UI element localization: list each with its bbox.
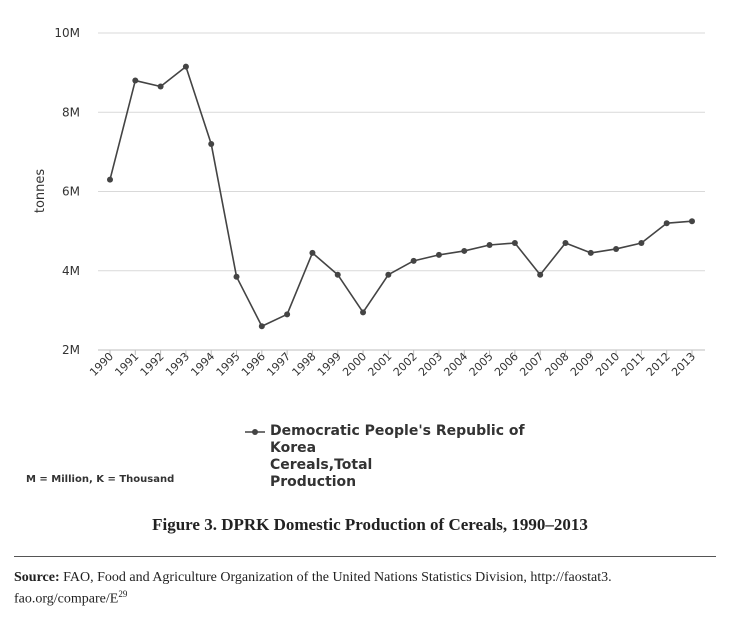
x-tick-2000: 2000 bbox=[340, 350, 369, 379]
units-note: M = Million, K = Thousand bbox=[26, 474, 175, 485]
source-footnote: 29 bbox=[118, 589, 128, 599]
data-point-1990 bbox=[107, 176, 113, 183]
y-tick-labels: 2M 4M 6M 8M 10M bbox=[54, 26, 80, 357]
legend-line-1: Democratic People's Republic of Korea bbox=[270, 423, 525, 456]
y-tick-2M: 2M bbox=[62, 343, 80, 357]
legend-dot bbox=[252, 429, 258, 435]
data-point-1996 bbox=[258, 323, 265, 330]
data-point-1994 bbox=[208, 140, 215, 147]
data-point-2011 bbox=[638, 240, 645, 247]
grid-lines bbox=[98, 32, 705, 272]
data-point-2005 bbox=[486, 241, 493, 248]
data-point-2012 bbox=[663, 220, 670, 227]
data-point-2000 bbox=[360, 309, 367, 316]
series-line-0 bbox=[109, 65, 693, 328]
x-tick-1995: 1995 bbox=[214, 350, 243, 379]
x-tick-1992: 1992 bbox=[138, 350, 167, 379]
x-tick-1991: 1991 bbox=[112, 350, 141, 379]
data-series bbox=[107, 63, 695, 330]
legend-entry: Democratic People's Republic of Korea Ce… bbox=[270, 423, 570, 491]
y-tick-10M: 10M bbox=[54, 26, 80, 40]
x-tick-2004: 2004 bbox=[441, 350, 470, 379]
data-point-2006 bbox=[511, 240, 518, 247]
x-tick-2001: 2001 bbox=[365, 350, 394, 379]
source-text: FAO, Food and Agriculture Organization o… bbox=[63, 570, 612, 585]
data-point-1993 bbox=[182, 63, 189, 70]
source-text-line2: fao.org/compare/E bbox=[14, 591, 119, 607]
data-point-2009 bbox=[587, 249, 594, 256]
data-point-2004 bbox=[461, 247, 468, 254]
x-tick-labels: 1990199119921993199419951996199719981999… bbox=[87, 350, 698, 379]
data-point-1998 bbox=[309, 249, 316, 256]
x-tick-2010: 2010 bbox=[593, 350, 622, 379]
x-tick-1999: 1999 bbox=[315, 350, 344, 379]
axes bbox=[98, 349, 705, 355]
data-point-1997 bbox=[284, 311, 291, 318]
x-tick-2003: 2003 bbox=[416, 350, 445, 379]
data-point-2010 bbox=[613, 245, 620, 252]
legend-marker bbox=[245, 429, 265, 435]
y-tick-6M: 6M bbox=[62, 185, 80, 199]
x-tick-2008: 2008 bbox=[543, 350, 572, 379]
data-point-2008 bbox=[562, 240, 569, 247]
data-point-1992 bbox=[157, 83, 164, 90]
x-tick-1996: 1996 bbox=[239, 350, 268, 379]
data-point-2007 bbox=[537, 271, 544, 278]
data-point-1999 bbox=[334, 271, 341, 278]
x-tick-1993: 1993 bbox=[163, 350, 192, 379]
data-point-2002 bbox=[410, 257, 417, 264]
divider bbox=[14, 556, 716, 557]
y-tick-8M: 8M bbox=[62, 105, 80, 119]
x-tick-1997: 1997 bbox=[264, 350, 293, 379]
x-tick-2007: 2007 bbox=[517, 350, 546, 379]
y-tick-4M: 4M bbox=[62, 264, 80, 278]
x-tick-2013: 2013 bbox=[669, 350, 698, 379]
y-axis-label: tonnes bbox=[33, 169, 48, 214]
figure-caption: Figure 3. DPRK Domestic Production of Ce… bbox=[152, 515, 588, 534]
data-point-1991 bbox=[132, 77, 139, 84]
x-tick-2005: 2005 bbox=[467, 350, 496, 379]
x-tick-1990: 1990 bbox=[87, 350, 116, 379]
x-tick-2011: 2011 bbox=[619, 350, 648, 379]
x-tick-2006: 2006 bbox=[492, 350, 521, 379]
x-tick-2009: 2009 bbox=[568, 350, 597, 379]
legend-line-3: Production bbox=[270, 474, 357, 490]
x-tick-2002: 2002 bbox=[391, 350, 420, 379]
x-tick-1994: 1994 bbox=[188, 350, 217, 379]
x-tick-1998: 1998 bbox=[290, 350, 319, 379]
x-tick-2012: 2012 bbox=[644, 350, 673, 379]
legend-line-2: Cereals,Total bbox=[270, 457, 373, 473]
data-point-2001 bbox=[385, 271, 392, 278]
data-point-1995 bbox=[233, 273, 240, 280]
data-point-2003 bbox=[435, 251, 442, 258]
source-note: Source: FAO, Food and Agriculture Organi… bbox=[14, 569, 726, 608]
source-label: Source: bbox=[14, 570, 60, 585]
data-point-2013 bbox=[689, 218, 695, 225]
